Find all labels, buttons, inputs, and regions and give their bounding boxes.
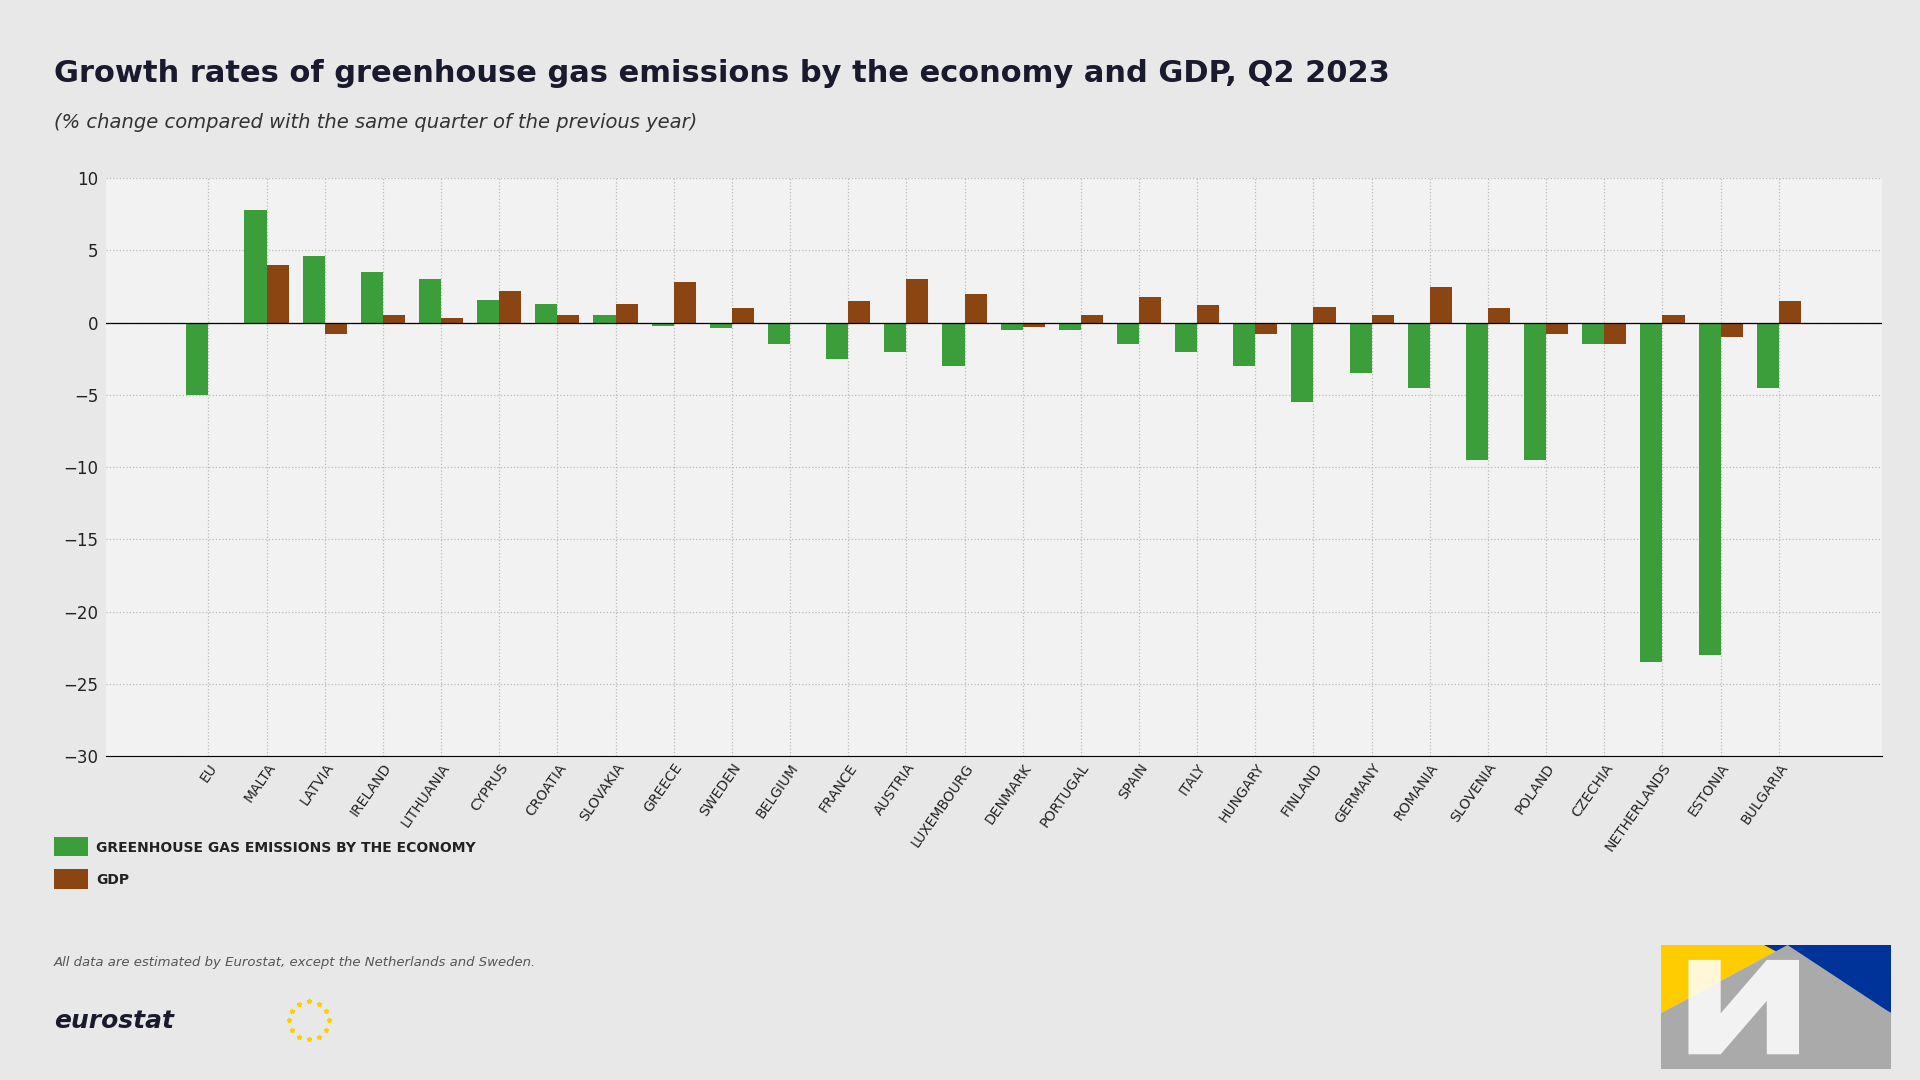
Bar	[303, 256, 324, 323]
Bar	[186, 323, 209, 395]
Bar	[674, 282, 695, 323]
Bar	[361, 272, 382, 323]
Bar	[1524, 323, 1546, 460]
Bar	[557, 315, 580, 323]
Bar	[1699, 323, 1720, 654]
Bar	[826, 323, 849, 359]
Bar	[885, 323, 906, 352]
Bar	[906, 280, 929, 323]
Polygon shape	[1661, 945, 1891, 1069]
Bar	[1720, 323, 1743, 337]
Bar	[1023, 323, 1044, 327]
Bar	[1256, 323, 1277, 334]
Bar	[943, 323, 964, 366]
Bar	[419, 280, 442, 323]
Text: eurostat: eurostat	[54, 1009, 173, 1032]
Text: All data are estimated by Eurostat, except the Netherlands and Sweden.: All data are estimated by Eurostat, exce…	[54, 956, 536, 969]
Bar	[1582, 323, 1605, 345]
Bar	[1081, 315, 1102, 323]
Bar	[499, 291, 522, 323]
Bar	[1117, 323, 1139, 345]
Bar	[1407, 323, 1430, 388]
Bar	[732, 308, 755, 323]
Bar	[1465, 323, 1488, 460]
Bar	[1313, 307, 1336, 323]
Bar	[1605, 323, 1626, 345]
Bar	[1350, 323, 1371, 374]
Bar	[324, 323, 348, 334]
Bar	[267, 265, 288, 323]
Bar	[1488, 308, 1509, 323]
Bar	[478, 299, 499, 323]
Bar	[1757, 323, 1778, 388]
Bar	[1000, 323, 1023, 329]
Bar	[593, 315, 616, 323]
Bar	[1292, 323, 1313, 402]
Bar	[849, 301, 870, 323]
Text: GREENHOUSE GAS EMISSIONS BY THE ECONOMY: GREENHOUSE GAS EMISSIONS BY THE ECONOMY	[96, 841, 476, 854]
Bar	[1058, 323, 1081, 329]
Polygon shape	[1688, 960, 1799, 1054]
Bar	[536, 303, 557, 323]
Bar	[1233, 323, 1256, 366]
Text: Growth rates of greenhouse gas emissions by the economy and GDP, Q2 2023: Growth rates of greenhouse gas emissions…	[54, 59, 1390, 89]
Bar	[1371, 315, 1394, 323]
Bar	[1778, 301, 1801, 323]
Bar	[1198, 306, 1219, 323]
Bar	[768, 323, 789, 345]
Bar	[244, 210, 267, 323]
Bar	[1663, 315, 1684, 323]
Polygon shape	[1661, 945, 1788, 1013]
Bar	[1430, 286, 1452, 323]
Bar	[442, 319, 463, 323]
Bar	[651, 323, 674, 325]
Bar	[616, 303, 637, 323]
Polygon shape	[1764, 945, 1891, 1013]
Bar	[1640, 323, 1663, 662]
Bar	[1546, 323, 1569, 334]
Bar	[964, 294, 987, 323]
Bar	[710, 323, 732, 328]
Bar	[1175, 323, 1198, 352]
Bar	[382, 315, 405, 323]
Text: GDP: GDP	[96, 874, 129, 887]
Text: (% change compared with the same quarter of the previous year): (% change compared with the same quarter…	[54, 113, 697, 133]
Bar	[1139, 297, 1162, 323]
